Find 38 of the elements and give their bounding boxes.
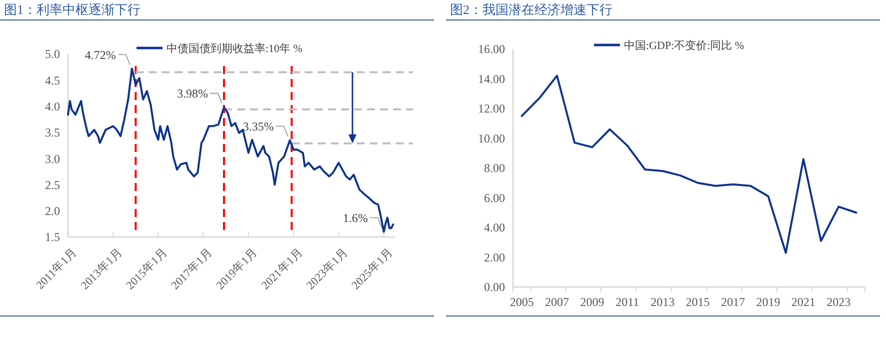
y-tick-label: 1.5 bbox=[45, 230, 60, 244]
annotation: 3.98% bbox=[176, 86, 208, 101]
x-tick-label: 2009 bbox=[580, 295, 604, 309]
y-tick-label: 2.0 bbox=[45, 204, 60, 218]
x-tick-label: 2017 bbox=[721, 295, 745, 309]
chart-title: 图2：我国潜在经济增速下行 bbox=[450, 2, 612, 17]
annotation: 1.6% bbox=[342, 210, 368, 225]
annotation: 3.35% bbox=[242, 119, 274, 134]
y-tick-label: 14.00 bbox=[478, 72, 505, 86]
legend-label: 中国:GDP:不变价:同比 % bbox=[624, 38, 744, 52]
y-tick-label: 5.0 bbox=[45, 47, 60, 62]
legend-label: 中债国债到期收益率:10年 % bbox=[166, 42, 302, 55]
y-tick-label: 2.5 bbox=[45, 178, 60, 192]
y-tick-label: 8.00 bbox=[484, 161, 505, 176]
x-tick-label: 2021 bbox=[791, 295, 816, 309]
x-tick-label: 2007 bbox=[545, 295, 569, 309]
x-tick-label: 2013 bbox=[650, 295, 675, 309]
x-tick-label: 2011 bbox=[616, 295, 640, 309]
x-tick-label: 2023 bbox=[826, 295, 851, 309]
y-tick-label: 0.00 bbox=[484, 280, 505, 294]
y-tick-label: 4.5 bbox=[45, 73, 60, 88]
y-tick-label: 3.0 bbox=[45, 152, 60, 166]
y-tick-label: 4.00 bbox=[484, 220, 505, 235]
line-series bbox=[520, 74, 858, 254]
y-tick-label: 12.00 bbox=[478, 102, 505, 116]
x-tick-label: 2021年1月 bbox=[258, 246, 306, 292]
y-tick-label: 3.5 bbox=[45, 126, 60, 140]
y-tick-label: 2.00 bbox=[484, 250, 505, 264]
line-series bbox=[67, 68, 394, 233]
y-tick-label: 4.0 bbox=[45, 99, 60, 114]
annotation: 4.72% bbox=[84, 48, 116, 62]
x-tick-label: 2019 bbox=[756, 295, 780, 309]
y-tick-label: 10.00 bbox=[478, 131, 505, 146]
y-tick-label: 16.00 bbox=[478, 42, 505, 56]
chart-title: 图1：利率中枢逐渐下行 bbox=[4, 2, 140, 17]
x-tick-label: 2015 bbox=[686, 295, 710, 309]
x-tick-label: 2005 bbox=[510, 295, 534, 309]
y-tick-label: 6.00 bbox=[484, 190, 505, 205]
